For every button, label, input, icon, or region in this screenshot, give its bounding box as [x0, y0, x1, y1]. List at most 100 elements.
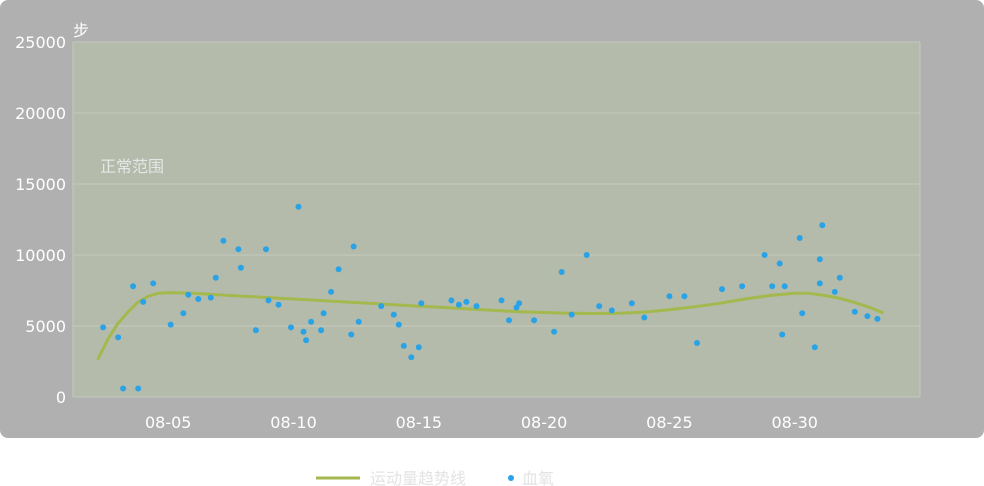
data-point — [300, 328, 307, 335]
data-point — [288, 324, 294, 331]
data-point — [816, 256, 823, 263]
data-point — [516, 300, 523, 307]
data-point — [776, 260, 783, 267]
data-point — [473, 303, 480, 310]
data-point — [583, 252, 590, 258]
x-tick-label: 08-20 — [521, 413, 568, 432]
y-tick-label: 15000 — [15, 175, 66, 194]
normal-range-label: 正常范围 — [100, 157, 164, 176]
y-tick-label: 20000 — [15, 104, 66, 123]
data-point — [498, 297, 505, 304]
data-point — [185, 291, 192, 298]
legend-swatch-blood-oxygen — [508, 475, 514, 481]
x-tick-label: 08-05 — [145, 413, 192, 432]
data-point — [252, 327, 259, 334]
data-point — [320, 310, 327, 317]
data-point — [390, 311, 397, 318]
data-point — [463, 298, 470, 305]
data-point — [275, 301, 282, 308]
y-tick-label: 10000 — [15, 246, 66, 265]
data-point — [180, 310, 187, 317]
data-point — [295, 203, 302, 210]
data-point — [100, 324, 107, 331]
data-point — [135, 385, 142, 392]
data-point — [212, 274, 219, 281]
x-tick-label: 08-25 — [646, 413, 693, 432]
data-point — [779, 331, 786, 338]
data-point — [355, 318, 362, 325]
y-axis-unit: 步 — [73, 21, 89, 40]
blood-oxygen-series — [100, 203, 881, 392]
data-point — [864, 313, 871, 320]
data-point — [739, 283, 746, 290]
data-point — [666, 293, 673, 300]
data-point — [455, 301, 462, 308]
data-point — [408, 354, 415, 361]
y-axis-ticks: 0 5000 10000 15000 20000 25000 — [15, 33, 66, 407]
trend-line-series — [96, 291, 884, 361]
y-tick-label: 5000 — [25, 317, 66, 336]
trend-line — [96, 291, 884, 361]
legend-label-blood-oxygen[interactable]: 血氧 — [522, 469, 554, 486]
data-point — [641, 314, 648, 321]
data-point — [719, 286, 725, 293]
data-point — [781, 283, 788, 290]
data-point — [681, 293, 688, 300]
data-point — [167, 321, 174, 328]
x-tick-label: 08-15 — [396, 413, 443, 432]
data-point — [694, 340, 700, 346]
data-point — [140, 298, 147, 305]
data-point — [308, 318, 315, 325]
data-point — [328, 288, 335, 295]
y-tick-label: 0 — [56, 388, 66, 407]
data-point — [874, 315, 881, 322]
data-point — [415, 344, 422, 351]
x-axis-ticks: 08-05 08-10 08-15 08-20 08-25 08-30 — [145, 413, 818, 432]
data-point — [831, 288, 838, 295]
data-point — [531, 317, 538, 324]
data-point — [558, 269, 565, 275]
legend-label-trend-line[interactable]: 运动量趋势线 — [370, 469, 466, 486]
data-point — [400, 342, 407, 349]
data-point — [761, 252, 768, 258]
data-point — [395, 321, 402, 328]
data-point — [265, 297, 272, 304]
data-point — [608, 307, 615, 314]
data-point — [130, 283, 137, 290]
data-point — [207, 294, 214, 301]
data-point — [350, 243, 357, 250]
x-tick-label: 08-10 — [270, 413, 317, 432]
data-point — [816, 280, 823, 287]
data-point — [195, 296, 202, 302]
data-point — [335, 266, 342, 273]
data-point — [318, 327, 325, 334]
data-point — [568, 311, 575, 318]
data-point — [551, 328, 558, 335]
data-point — [796, 235, 803, 241]
data-point — [851, 308, 858, 315]
data-point — [811, 344, 818, 351]
data-point — [799, 310, 806, 317]
data-point — [237, 264, 244, 271]
data-point — [150, 280, 157, 287]
data-point — [115, 334, 122, 341]
grid-lines — [72, 41, 921, 398]
data-point — [836, 274, 843, 281]
data-point — [235, 246, 242, 253]
data-point — [819, 222, 826, 229]
y-tick-label: 25000 — [15, 33, 66, 52]
data-point — [418, 300, 425, 307]
x-tick-label: 08-30 — [771, 413, 818, 432]
data-point — [120, 385, 127, 392]
data-point — [378, 303, 385, 310]
data-point — [263, 246, 269, 253]
data-point — [769, 283, 776, 290]
data-point — [448, 297, 455, 304]
normal-range-band — [73, 42, 920, 397]
legend[interactable]: 运动量趋势线 血氧 — [316, 469, 554, 486]
data-point — [348, 331, 355, 338]
data-point — [628, 300, 635, 307]
plot-area — [73, 42, 920, 397]
data-point — [303, 337, 310, 344]
